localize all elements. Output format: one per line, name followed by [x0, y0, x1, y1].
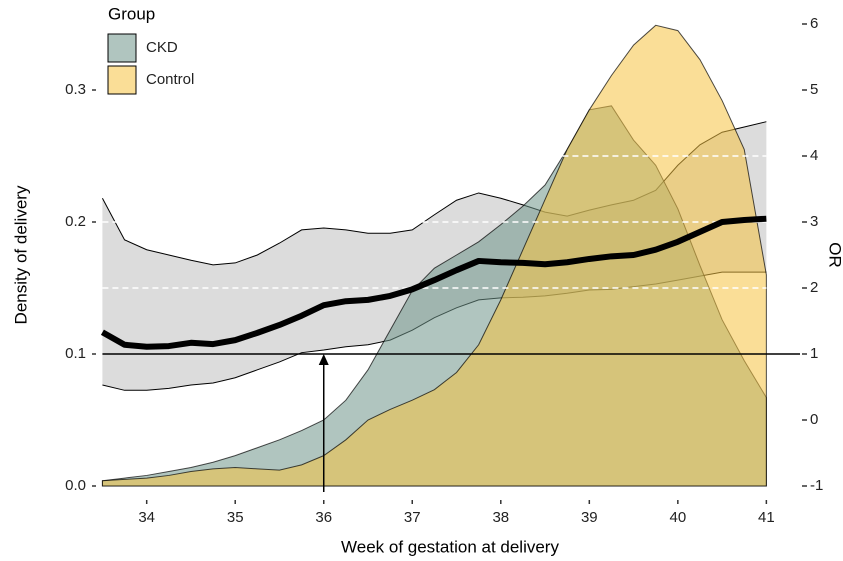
legend-label: CKD — [146, 39, 178, 56]
y2-tick-label: 5 — [810, 81, 818, 98]
y-tick-label: 0.1 — [65, 345, 86, 362]
x-tick-label: 35 — [227, 509, 244, 526]
legend-title: Group — [108, 4, 155, 23]
arrow-head — [318, 354, 329, 365]
y2-tick-label: 0 — [810, 411, 818, 428]
legend-swatch — [107, 33, 137, 63]
y2-tick-label: 6 — [810, 15, 818, 32]
y2-tick-label: 4 — [810, 147, 818, 164]
x-tick-label: 37 — [404, 509, 421, 526]
y2-tick-label: -1 — [810, 477, 823, 494]
y2-tick-label: 2 — [810, 279, 818, 296]
y2-axis-label: OR — [826, 242, 843, 268]
x-tick-label: 36 — [315, 509, 332, 526]
x-tick-label: 41 — [758, 509, 775, 526]
y-tick-label: 0.0 — [65, 477, 86, 494]
x-axis-label: Week of gestation at delivery — [341, 537, 559, 556]
y-tick-label: 0.3 — [65, 81, 86, 98]
or-line — [100, 215, 767, 350]
x-tick-label: 38 — [492, 509, 509, 526]
density-area — [101, 24, 767, 487]
legend-swatch — [107, 65, 137, 95]
x-tick-label: 40 — [669, 509, 686, 526]
x-tick-label: 34 — [138, 509, 155, 526]
ci-band — [102, 121, 767, 391]
legend-label: Control — [146, 71, 194, 88]
x-tick-label: 39 — [581, 509, 598, 526]
y-tick-label: 0.2 — [65, 213, 86, 230]
y-axis-label: Density of delivery — [11, 185, 30, 324]
y2-tick-label: 1 — [810, 345, 818, 362]
y2-tick-label: 3 — [810, 213, 818, 230]
